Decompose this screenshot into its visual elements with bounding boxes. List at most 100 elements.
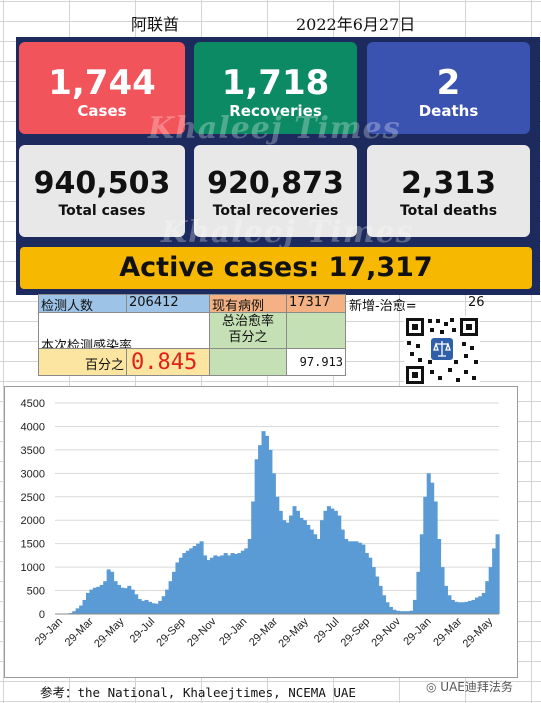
data-bar	[309, 529, 314, 614]
wechat-icon: ◎	[426, 680, 437, 694]
data-bar	[299, 517, 304, 614]
chart-container: 0 500 1000 1500 2000 2500 3000 3500 4000 4500 29-J…	[4, 386, 518, 678]
data-bar	[333, 510, 338, 614]
data-bar	[268, 449, 273, 614]
x-tick-label: 29-Sep	[339, 616, 373, 650]
recovery-label-2: 百分之	[228, 330, 268, 345]
total-deaths-card: 2,313 Total deaths	[367, 145, 530, 237]
data-bar	[461, 602, 466, 614]
data-bar	[275, 496, 280, 614]
data-bar	[395, 610, 400, 614]
data-bar	[254, 459, 259, 614]
data-bar	[357, 542, 362, 614]
data-bar	[141, 600, 146, 614]
x-tick-label: 29-Sep	[154, 616, 188, 650]
x-tick-label: 29-Jul	[128, 616, 158, 646]
data-bar	[416, 571, 421, 614]
data-bar	[134, 594, 139, 614]
data-bar	[258, 445, 263, 614]
footer-sources: 参考：the National, Khaleejtimes, NCEMA UAE	[40, 685, 356, 700]
deaths-label: Deaths	[418, 102, 479, 120]
data-bar	[203, 555, 208, 614]
data-bar	[330, 508, 335, 614]
data-bar	[406, 611, 411, 614]
x-tick-label: 29-May	[92, 615, 127, 650]
data-bar	[316, 538, 321, 614]
data-bar	[79, 605, 84, 614]
y-tick-label: 1500	[21, 539, 45, 551]
percent-label: 百分之	[38, 348, 127, 376]
data-bar	[247, 538, 252, 614]
cases-number: 1,744	[48, 63, 156, 103]
country-title: 阿联酋	[131, 15, 180, 34]
total-cases-number: 940,503	[33, 166, 171, 201]
data-bar	[388, 606, 393, 614]
data-bar	[443, 585, 448, 614]
data-bar	[99, 584, 104, 614]
data-bar	[96, 586, 101, 614]
data-bar	[457, 602, 462, 614]
net-label: 新增-治愈=	[349, 299, 417, 314]
recovery-label-cell: 总治愈率 百分之	[209, 312, 287, 349]
data-bar	[127, 585, 132, 614]
data-bar	[488, 567, 493, 614]
data-bar	[375, 576, 380, 614]
data-bar	[89, 589, 94, 614]
data-bar	[412, 599, 417, 614]
data-bar	[430, 482, 435, 614]
x-tick-label: 29-May	[461, 615, 496, 650]
y-tick-label: 4000	[21, 421, 45, 433]
data-bar	[440, 567, 445, 614]
data-bar	[351, 541, 356, 614]
data-bar	[192, 546, 197, 614]
data-bar	[271, 473, 276, 614]
data-bar	[347, 541, 352, 614]
recoveries-label: Recoveries	[229, 102, 322, 120]
y-tick-label: 3500	[21, 445, 45, 457]
x-tick-label: 29-Mar	[431, 615, 464, 648]
data-bar	[471, 599, 476, 614]
data-bar	[320, 520, 325, 614]
data-bar	[340, 529, 345, 614]
watermark-2: Khaleej Times	[161, 215, 414, 250]
data-bar	[230, 553, 235, 614]
data-bar	[172, 571, 177, 614]
recovery-label-1: 总治愈率	[221, 314, 274, 329]
infection-rate-value: 0.845	[126, 348, 210, 376]
recovery-spacer-cell	[209, 348, 287, 376]
data-bar	[72, 611, 77, 614]
date-title: 2022年6月27日	[296, 15, 416, 34]
active-cases-banner: Active cases: 17,317	[20, 247, 532, 289]
data-bar	[454, 601, 459, 614]
infection-rate-label: 本次检测感染率	[38, 312, 210, 349]
data-bar	[209, 557, 214, 614]
data-bar	[168, 581, 173, 614]
data-bar	[450, 599, 455, 614]
data-bar	[106, 569, 111, 614]
data-bar	[82, 599, 87, 614]
x-tick-label: 29-Mar	[247, 615, 280, 648]
data-bar	[75, 608, 80, 614]
data-bar	[474, 597, 479, 614]
data-bar	[213, 555, 218, 614]
data-bar	[302, 520, 307, 614]
total-deaths-number: 2,313	[401, 166, 496, 201]
data-bar	[251, 501, 256, 614]
total-recoveries-number: 920,873	[207, 166, 344, 201]
x-tick-label: 29-May	[276, 615, 311, 650]
data-bar	[240, 550, 245, 614]
x-tick-label: 29-Jan	[401, 616, 433, 648]
data-bar	[371, 567, 376, 614]
data-bar	[151, 603, 156, 614]
data-bar	[158, 600, 163, 614]
data-bar	[392, 609, 397, 614]
deaths-card: 2 Deaths	[367, 42, 530, 134]
total-cases-label: Total cases	[58, 203, 146, 219]
data-bar	[144, 599, 149, 614]
data-bar	[175, 562, 180, 614]
data-bar	[123, 588, 128, 614]
data-bar	[419, 534, 424, 614]
total-recoveries-card: 920,873 Total recoveries	[194, 145, 357, 237]
y-tick-label: 2500	[21, 492, 45, 504]
covid-dashboard: 1,744 Cases 1,718 Recoveries 2 Deaths Kh…	[16, 37, 540, 295]
